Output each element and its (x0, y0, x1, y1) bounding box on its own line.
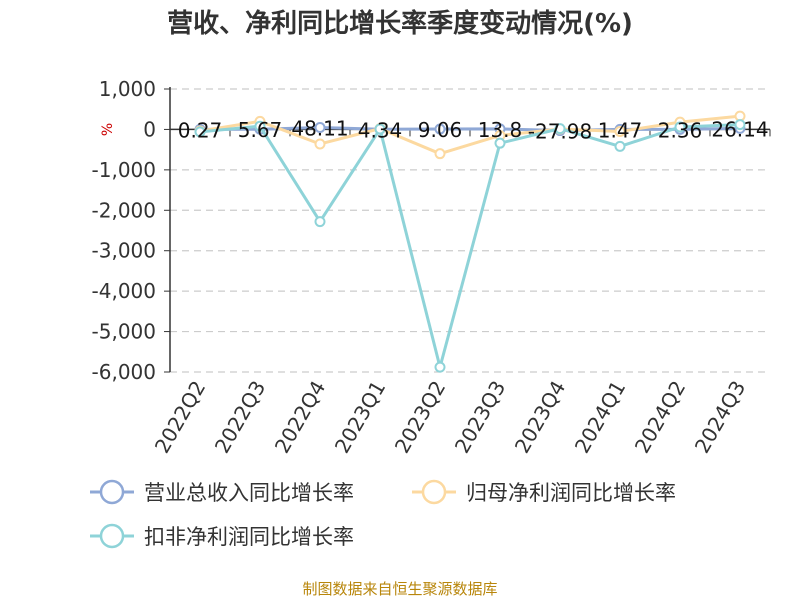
x-tick-label: 2023Q1 (330, 377, 390, 458)
x-tick-label: 2023Q4 (510, 377, 570, 458)
y-tick-label: -4,000 (92, 279, 156, 303)
legend-label: 扣非净利润同比增长率 (144, 525, 354, 549)
data-label: -27.98 (528, 120, 592, 144)
data-point (374, 123, 386, 135)
x-tick-label: 2024Q3 (690, 377, 750, 458)
y-tick-label: 0 (143, 117, 156, 141)
data-point (314, 138, 326, 150)
y-tick-label: -1,000 (92, 158, 156, 182)
data-label: 9.06 (418, 118, 463, 142)
legend-marker (421, 479, 447, 505)
series-line-2 (199, 123, 741, 369)
data-point (434, 123, 446, 135)
data-label: 26.14 (711, 117, 768, 141)
y-tick-label: -5,000 (92, 320, 156, 344)
x-tick-label: 2024Q1 (570, 377, 630, 458)
x-tick-label: 2023Q3 (450, 377, 510, 458)
data-point (614, 140, 626, 152)
data-point (554, 123, 566, 135)
legend-marker (99, 479, 125, 505)
x-tick-label: 2023Q2 (390, 377, 450, 458)
y-tick-label: -6,000 (92, 360, 156, 384)
legend-label: 归母净利润同比增长率 (466, 481, 676, 505)
series-line-1 (199, 114, 741, 156)
data-labels: 0.27 5.67 48.11 4.34 9.06 13.8 -27.98 1.47 2.36 2… (178, 116, 769, 143)
data-point (434, 148, 446, 160)
legend-item-2: 扣非净利润同比增长率 (90, 523, 354, 549)
data-point (614, 125, 626, 137)
data-label: 1.47 (598, 118, 643, 142)
data-label: 48.11 (291, 116, 348, 140)
data-point (734, 119, 746, 131)
data-point (194, 126, 206, 138)
legend-label: 营业总收入同比增长率 (144, 481, 354, 505)
data-label: 4.34 (358, 118, 403, 142)
series-lines (194, 110, 746, 373)
data-point (314, 216, 326, 228)
legend-item-0: 营业总收入同比增长率 (90, 479, 354, 505)
data-point (254, 120, 266, 132)
chart-title: 营收、净利同比增长率季度变动情况(%) (167, 8, 633, 39)
legend-marker (99, 523, 125, 549)
data-point (674, 121, 686, 133)
data-point (314, 121, 326, 133)
source-note: 制图数据来自恒生聚源数据库 (302, 580, 497, 598)
y-tick-label: -3,000 (92, 239, 156, 263)
x-tick-label: 2022Q4 (270, 377, 330, 458)
data-label: 2.36 (658, 118, 703, 142)
data-label: 13.8 (478, 118, 523, 142)
data-point (434, 361, 446, 373)
data-label: 5.67 (238, 118, 283, 142)
x-tick-label: 2024Q2 (630, 377, 690, 458)
x-tick-label: 2022Q2 (150, 377, 210, 458)
x-tick-label: 2022Q3 (210, 377, 270, 458)
data-point (494, 137, 506, 149)
y-tick-label: 1,000 (99, 77, 156, 101)
y-unit-label: % (100, 123, 116, 136)
legend-item-1: 归母净利润同比增长率 (412, 479, 676, 505)
series-line-0 (199, 125, 741, 133)
y-tick-label: -2,000 (92, 198, 156, 222)
data-label: 0.27 (178, 118, 223, 142)
